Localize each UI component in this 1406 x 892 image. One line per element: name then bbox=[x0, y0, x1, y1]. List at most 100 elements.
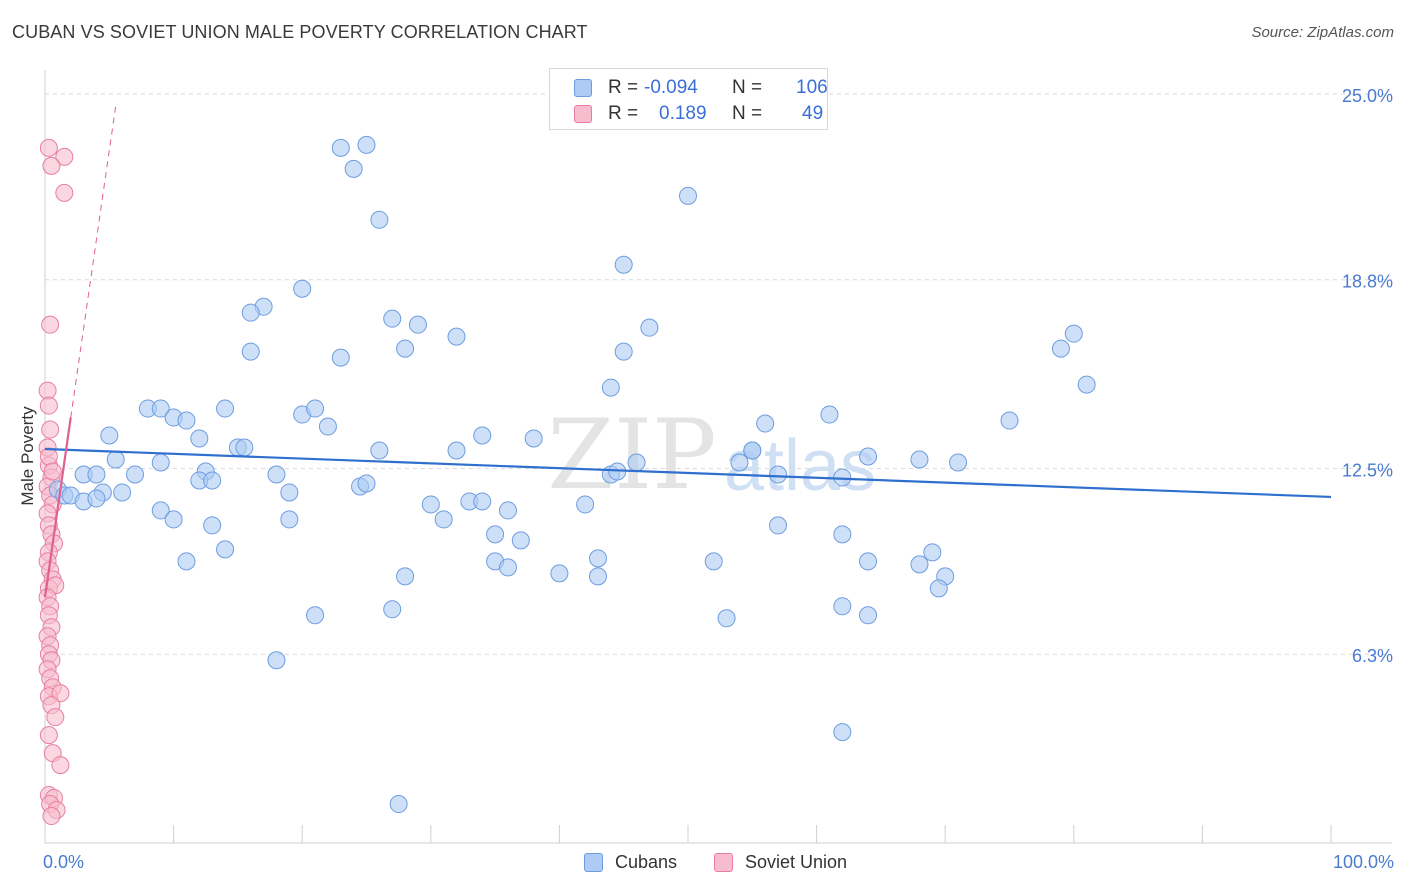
soviet-point bbox=[42, 807, 61, 826]
legend-n-label: N = bbox=[732, 77, 763, 98]
cubans-point bbox=[306, 399, 325, 418]
cubans-point bbox=[216, 540, 235, 559]
cubans-point bbox=[588, 567, 607, 586]
cubans-point bbox=[447, 441, 466, 460]
cubans-point bbox=[383, 600, 402, 619]
cubans-point bbox=[100, 426, 119, 445]
cubans-point bbox=[576, 495, 595, 514]
series-swatch-cubans bbox=[584, 853, 603, 872]
cubans-point bbox=[923, 543, 942, 562]
cubans-point bbox=[383, 309, 402, 328]
soviet-point bbox=[39, 396, 58, 415]
cubans-point bbox=[106, 450, 125, 469]
cubans-point bbox=[833, 525, 852, 544]
cubans-point bbox=[280, 510, 299, 529]
cubans-point bbox=[588, 549, 607, 568]
cubans-point bbox=[486, 525, 505, 544]
source-credit: Source: ZipAtlas.com bbox=[1251, 24, 1394, 41]
cubans-point bbox=[421, 495, 440, 514]
soviet-point bbox=[41, 315, 60, 334]
legend-n-value-cubans: 106 bbox=[796, 77, 828, 98]
soviet-point bbox=[38, 381, 57, 400]
cubans-point bbox=[151, 453, 170, 472]
cubans-point bbox=[859, 447, 878, 466]
cubans-point bbox=[241, 303, 260, 322]
soviet-point bbox=[39, 138, 58, 157]
legend-r-value-soviet: 0.189 bbox=[659, 103, 707, 124]
cubans-point bbox=[87, 489, 106, 508]
cubans-point bbox=[756, 414, 775, 433]
series-swatch-soviet bbox=[714, 853, 733, 872]
cubans-point bbox=[524, 429, 543, 448]
y-tick-labels: 6.3% 12.5% 18.8% 25.0% bbox=[1342, 86, 1393, 666]
cubans-point bbox=[344, 159, 363, 178]
cubans-point bbox=[498, 558, 517, 577]
cubans-point bbox=[929, 579, 948, 598]
cubans-point bbox=[235, 438, 254, 457]
cubans-point bbox=[203, 471, 222, 490]
cubans-point bbox=[743, 441, 762, 460]
cubans-point bbox=[473, 492, 492, 511]
cubans-point bbox=[370, 210, 389, 229]
cubans-point bbox=[267, 651, 286, 670]
cubans-point bbox=[704, 552, 723, 571]
cubans-point bbox=[241, 342, 260, 361]
cubans-point bbox=[164, 510, 183, 529]
cubans-point bbox=[601, 378, 620, 397]
cubans-point bbox=[306, 606, 325, 625]
cubans-point bbox=[177, 411, 196, 430]
legend-swatch-soviet bbox=[574, 105, 592, 123]
cubans-point bbox=[833, 723, 852, 742]
cubans-point bbox=[203, 516, 222, 535]
y-tick-label: 25.0% bbox=[1342, 86, 1393, 106]
soviet-trend-extension bbox=[70, 105, 117, 418]
cubans-point bbox=[151, 501, 170, 520]
cubans-point bbox=[357, 474, 376, 493]
series-label-soviet: Soviet Union bbox=[745, 852, 848, 872]
trend-lines bbox=[43, 105, 1332, 598]
cubans-point bbox=[447, 327, 466, 346]
cubans-point bbox=[614, 342, 633, 361]
cubans-point bbox=[498, 501, 517, 520]
cubans-point bbox=[910, 555, 929, 574]
x-tick-label-min: 0.0% bbox=[43, 852, 85, 872]
legend-r-value-cubans: -0.094 bbox=[644, 77, 698, 98]
cubans-point bbox=[769, 465, 788, 484]
cubans-point bbox=[627, 453, 646, 472]
y-tick-label: 6.3% bbox=[1352, 646, 1393, 666]
cubans-point bbox=[434, 510, 453, 529]
cubans-point bbox=[216, 399, 235, 418]
y-tick-label: 18.8% bbox=[1342, 272, 1393, 292]
chart-title: CUBAN VS SOVIET UNION MALE POVERTY CORRE… bbox=[12, 22, 588, 42]
cubans-point bbox=[190, 429, 209, 448]
cubans-point bbox=[177, 552, 196, 571]
soviet-point bbox=[55, 183, 74, 202]
soviet-point bbox=[51, 756, 70, 775]
cubans-point bbox=[910, 450, 929, 469]
data-points bbox=[38, 135, 1096, 826]
cubans-point bbox=[949, 453, 968, 472]
cubans-point bbox=[769, 516, 788, 535]
x-tick-label-max: 100.0% bbox=[1332, 852, 1394, 872]
legend-n-value-soviet: 49 bbox=[802, 103, 824, 124]
correlation-legend: R = -0.094 N = 106 R = 0.189 N = 49 bbox=[549, 68, 828, 130]
cubans-point bbox=[126, 465, 145, 484]
soviet-point bbox=[51, 684, 70, 703]
cubans-point bbox=[679, 186, 697, 205]
legend-r-label: R = bbox=[608, 77, 639, 98]
legend-r-label: R = bbox=[608, 103, 639, 124]
watermark-atlas: atlas bbox=[724, 426, 876, 506]
legend-swatch-cubans bbox=[574, 79, 592, 97]
soviet-trend-line bbox=[43, 417, 72, 598]
cubans-point bbox=[408, 315, 427, 334]
soviet-point bbox=[42, 156, 61, 175]
cubans-point bbox=[730, 453, 749, 472]
cubans-point bbox=[717, 609, 736, 628]
cubans-point bbox=[151, 399, 170, 418]
cubans-point bbox=[87, 465, 106, 484]
cubans-point bbox=[293, 279, 312, 298]
cubans-point bbox=[820, 405, 839, 424]
cubans-point bbox=[1051, 339, 1070, 358]
cubans-point bbox=[833, 597, 852, 616]
